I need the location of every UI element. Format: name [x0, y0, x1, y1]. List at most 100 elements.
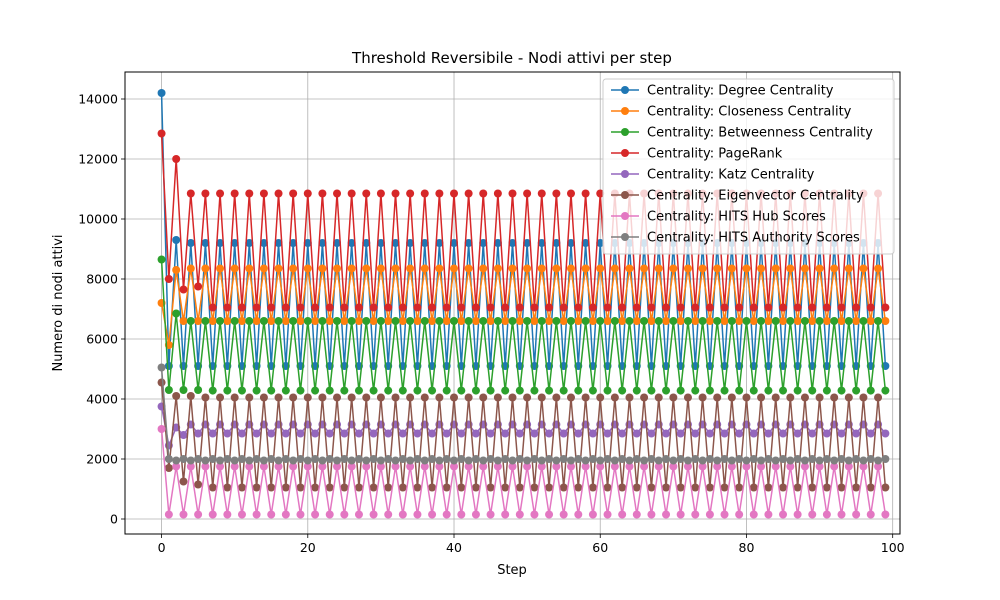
- data-point: [537, 456, 546, 465]
- data-point: [837, 303, 846, 312]
- data-point: [252, 455, 261, 463]
- data-point: [691, 429, 700, 438]
- x-axis-label: Step: [497, 563, 527, 578]
- data-point: [237, 317, 246, 325]
- data-point: [793, 317, 802, 325]
- data-point: [830, 317, 839, 325]
- data-point: [398, 317, 407, 325]
- data-point: [530, 386, 539, 395]
- data-point: [369, 317, 378, 325]
- data-point: [179, 477, 188, 486]
- legend-item: Centrality: Katz Centrality: [611, 168, 815, 183]
- data-point: [296, 483, 305, 492]
- data-point: [866, 386, 875, 395]
- data-point: [464, 264, 473, 273]
- data-point: [464, 317, 473, 325]
- data-point: [808, 303, 817, 312]
- data-point: [333, 456, 342, 465]
- data-point: [442, 510, 451, 519]
- data-point: [471, 455, 480, 463]
- data-point: [837, 429, 846, 438]
- data-point: [662, 386, 671, 395]
- data-point: [830, 456, 839, 465]
- data-point: [581, 189, 590, 198]
- data-point: [179, 455, 188, 463]
- data-point: [457, 317, 466, 325]
- data-point: [194, 429, 203, 438]
- data-point: [515, 455, 524, 463]
- data-point: [742, 317, 751, 325]
- data-point: [420, 239, 429, 247]
- data-point: [588, 483, 597, 492]
- data-point: [574, 510, 583, 519]
- data-point: [508, 317, 517, 325]
- data-point: [874, 393, 883, 402]
- data-point: [303, 189, 312, 198]
- data-point: [822, 510, 831, 519]
- axis-ticks: 0 20 40 60 80 100 0 2000 4000 6000 8000 10000 12000 1…: [78, 92, 904, 556]
- data-point: [428, 317, 437, 325]
- data-point: [384, 429, 393, 438]
- data-point: [559, 303, 568, 312]
- data-point: [333, 317, 342, 325]
- data-point: [164, 464, 173, 472]
- data-point: [347, 189, 356, 198]
- data-point: [354, 455, 363, 463]
- data-point: [705, 386, 714, 395]
- data-point: [625, 456, 634, 465]
- y-tick-label: 0: [110, 512, 118, 527]
- data-point: [486, 510, 495, 519]
- data-point: [420, 462, 429, 471]
- data-point: [662, 317, 671, 325]
- data-point: [698, 317, 707, 325]
- data-point: [530, 510, 539, 519]
- data-point: [471, 429, 480, 438]
- legend-marker: [621, 86, 629, 94]
- data-point: [588, 303, 597, 312]
- data-point: [800, 393, 809, 402]
- data-point: [837, 483, 846, 492]
- data-point: [654, 456, 663, 465]
- data-point: [596, 239, 605, 247]
- data-point: [640, 462, 649, 471]
- data-point: [157, 255, 166, 264]
- data-point: [230, 456, 239, 465]
- data-point: [727, 462, 736, 471]
- data-point: [501, 455, 510, 463]
- data-point: [186, 264, 195, 273]
- data-point: [413, 455, 422, 463]
- data-point: [450, 393, 459, 402]
- data-point: [691, 386, 700, 395]
- data-point: [267, 455, 276, 463]
- data-point: [201, 317, 210, 325]
- data-point: [515, 510, 524, 519]
- data-point: [311, 386, 320, 395]
- data-point: [201, 462, 210, 471]
- data-point: [398, 510, 407, 519]
- data-point: [479, 239, 488, 247]
- y-axis-label: Numero di nodi attivi: [51, 234, 66, 371]
- data-point: [303, 317, 312, 325]
- data-point: [515, 429, 524, 438]
- plot-frame: [124, 71, 901, 535]
- data-point: [647, 429, 656, 438]
- legend-item: Centrality: PageRank: [611, 147, 783, 162]
- data-point: [749, 386, 758, 395]
- data-point: [647, 510, 656, 519]
- data-point: [779, 429, 788, 438]
- y-tick-label: 6000: [86, 332, 118, 347]
- data-point: [713, 393, 722, 402]
- data-point: [354, 317, 363, 325]
- data-point: [793, 429, 802, 438]
- data-point: [413, 386, 422, 395]
- data-point: [274, 239, 283, 247]
- data-point: [164, 275, 173, 283]
- data-point: [530, 303, 539, 312]
- data-point: [508, 456, 517, 465]
- data-point: [676, 510, 685, 519]
- data-point: [545, 303, 554, 312]
- data-point: [333, 393, 342, 402]
- y-tick-label: 12000: [78, 152, 118, 167]
- data-point: [259, 264, 268, 273]
- data-point: [771, 456, 780, 465]
